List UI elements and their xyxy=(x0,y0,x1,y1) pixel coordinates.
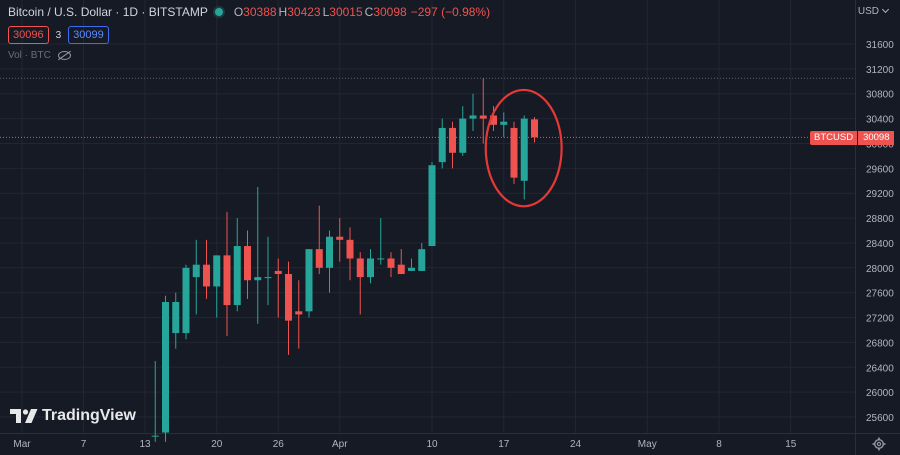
time-axis-label: 15 xyxy=(785,439,797,450)
settings-gear-icon[interactable] xyxy=(872,437,886,451)
time-axis-label: May xyxy=(638,439,657,450)
tradingview-logo[interactable]: TradingView xyxy=(10,407,136,425)
high-value: 30423 xyxy=(287,5,321,19)
sell-price-button[interactable]: 30096 xyxy=(8,26,49,44)
candle-body-down xyxy=(490,115,497,125)
currency-selector[interactable]: USD xyxy=(857,5,890,17)
candle-body-up xyxy=(233,246,241,306)
candle-body-down xyxy=(346,239,354,259)
price-axis-label: 31600 xyxy=(866,40,894,51)
symbol-title[interactable]: Bitcoin / U.S. Dollar · 1D · BITSTAMP xyxy=(8,5,208,19)
price-axis-label: 26400 xyxy=(866,363,894,374)
price-axis-label: 27200 xyxy=(866,314,894,325)
candle-body-down xyxy=(203,264,210,287)
price-axis-label: 26000 xyxy=(866,388,894,399)
order-buttons: 30096 3 30099 xyxy=(8,26,109,44)
candle-body-up xyxy=(213,255,221,287)
price-axis-label: 26800 xyxy=(866,338,894,349)
high-key: H xyxy=(278,5,288,19)
highlight-circle-annotation xyxy=(484,88,563,208)
time-axis-label: 26 xyxy=(273,439,285,450)
time-axis-label: 24 xyxy=(570,439,582,450)
close-value: 30098 xyxy=(373,5,407,19)
candle-body-down xyxy=(274,270,282,275)
candle-body-up xyxy=(377,258,385,260)
close-key: C xyxy=(364,5,374,19)
candle-body-up xyxy=(151,435,159,437)
price-axis-label: 31200 xyxy=(866,65,894,76)
candle-body-down xyxy=(387,258,395,268)
tradingview-logo-icon xyxy=(10,409,38,423)
open-value: 30388 xyxy=(243,5,277,19)
candle-body-up xyxy=(428,165,436,247)
candle-body-down xyxy=(356,258,364,278)
low-value: 30015 xyxy=(329,5,363,19)
candle-body-down xyxy=(295,311,303,315)
price-axis-label: 29600 xyxy=(866,164,894,175)
candle-body-up xyxy=(172,301,180,334)
candle-body-up xyxy=(182,267,190,334)
candle-body-down xyxy=(336,236,344,240)
candle-body-up xyxy=(438,127,446,163)
candle-body-up xyxy=(254,277,262,281)
time-axis-label: 13 xyxy=(139,439,151,450)
price-axis-label: 29200 xyxy=(866,189,894,200)
price-axis-label: 28400 xyxy=(866,239,894,250)
time-axis-label: 20 xyxy=(211,439,223,450)
last-price-symbol: BTCUSD xyxy=(810,131,858,145)
price-axis-label: 28800 xyxy=(866,214,894,225)
currency-label: USD xyxy=(857,6,879,17)
open-key: O xyxy=(233,5,244,19)
market-status-icon xyxy=(214,8,223,16)
price-axis-label: 27600 xyxy=(866,289,894,300)
time-axis-label: 7 xyxy=(81,439,87,450)
change-value: −297 (−0.98%) xyxy=(410,5,491,19)
spread-value: 3 xyxy=(55,29,62,41)
candle-body-down xyxy=(397,264,405,275)
price-axis-label: 30400 xyxy=(866,115,894,126)
time-axis-label: 17 xyxy=(498,439,510,450)
candle-body-up xyxy=(264,277,272,279)
candle-body-down xyxy=(479,115,487,119)
last-price-tag: BTCUSD 30098 xyxy=(810,131,895,145)
candle-body-down xyxy=(510,127,518,178)
candle-body-down xyxy=(449,127,456,153)
volume-label: Vol · BTC xyxy=(8,50,51,61)
candle-body-up xyxy=(408,267,415,271)
price-axis-label: 30800 xyxy=(866,90,894,101)
hide-eye-icon[interactable] xyxy=(57,51,71,60)
candle-body-up xyxy=(418,249,426,271)
candle-body-down xyxy=(244,246,251,281)
candle-body-up xyxy=(459,118,467,153)
candle-body-up xyxy=(469,115,477,119)
time-axis-label: Mar xyxy=(13,439,31,450)
candle-body-up xyxy=(520,118,528,181)
candle-body-up xyxy=(500,121,508,125)
time-axis-label: 8 xyxy=(716,439,722,450)
time-axis-label: 10 xyxy=(426,439,438,450)
candle-body-down xyxy=(223,255,231,306)
candle-body-up xyxy=(367,258,374,278)
last-price-value: 30098 xyxy=(858,131,895,145)
candle-body-up xyxy=(162,301,169,433)
price-axis-label: 25600 xyxy=(866,413,894,424)
price-axis-label: 28000 xyxy=(866,264,894,275)
candle-body-down xyxy=(285,274,292,321)
candle-body-up xyxy=(305,249,313,312)
time-axis-label: Apr xyxy=(332,439,348,450)
chevron-down-icon xyxy=(881,5,890,14)
candle-body-down xyxy=(315,249,323,268)
candle-body-up xyxy=(326,236,333,268)
low-key: L xyxy=(322,5,330,19)
candle-body-down xyxy=(531,119,538,138)
logo-text: TradingView xyxy=(42,407,136,424)
candle-body-up xyxy=(192,264,200,278)
buy-price-button[interactable]: 30099 xyxy=(68,26,109,44)
volume-legend: Vol · BTC xyxy=(8,50,71,61)
